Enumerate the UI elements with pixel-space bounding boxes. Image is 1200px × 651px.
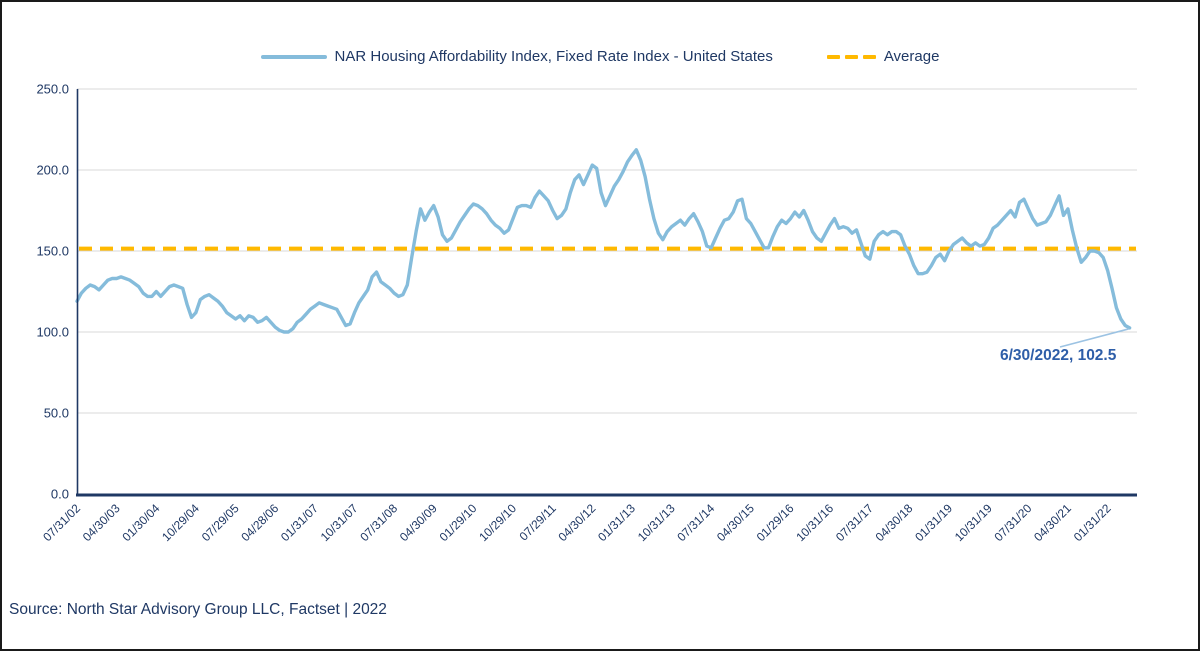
x-axis-tick-label: 04/30/21 [1031,501,1074,544]
series-line [75,148,1132,334]
x-axis-tick-label: 07/29/05 [199,501,242,544]
x-axis-tick-label: 07/31/02 [40,501,83,544]
y-axis-tick-label: 50.0 [44,406,69,421]
x-axis-tick-label: 01/29/10 [437,501,480,544]
x-axis-tick-label: 10/31/16 [793,501,836,544]
x-axis-tick-label: 04/30/15 [714,501,757,544]
x-axis-tick-label: 07/31/17 [833,501,876,544]
x-axis-tick-label: 01/29/16 [754,501,797,544]
legend-item-average: Average [826,48,940,65]
average-dash-sample [826,54,876,59]
x-axis-tick-label: 10/31/19 [952,501,995,544]
x-axis-tick-label: 01/31/07 [278,501,321,544]
x-axis-tick-label: 07/31/08 [357,501,400,544]
x-axis-tick-label: 07/31/14 [674,501,717,544]
y-axis-tick-label: 100.0 [36,325,69,340]
source-note: Source: North Star Advisory Group LLC, F… [9,601,387,618]
legend-series-label: NAR Housing Affordability Index, Fixed R… [334,48,773,65]
annotation-leader-line [1059,328,1129,348]
x-axis-tick-label: 01/30/04 [119,501,162,544]
legend-average-label: Average [883,48,940,65]
y-axis-tick-label: 150.0 [36,244,69,259]
x-axis-tick-label: 10/29/10 [476,501,519,544]
y-axis-tick-label: 200.0 [36,163,69,178]
x-axis-tick-label: 01/31/13 [595,501,638,544]
last-point-annotation: 6/30/2022, 102.5 [1000,347,1117,364]
x-axis-tick-label: 04/30/12 [555,501,598,544]
x-axis-tick-label: 01/31/19 [912,501,955,544]
x-axis-tick-label: 10/29/04 [159,501,202,544]
x-axis-tick-label: 01/31/22 [1071,501,1114,544]
chart-legend: NAR Housing Affordability Index, Fixed R… [2,48,1198,65]
x-axis-tick-label: 04/30/09 [397,501,440,544]
x-axis-tick-label: 07/31/20 [991,501,1034,544]
x-axis-tick-label: 07/29/11 [517,501,560,544]
x-axis-tick-label: 04/30/03 [80,501,123,544]
x-axis-tick-label: 10/31/13 [635,501,678,544]
x-axis-tick-label: 10/31/07 [318,501,361,544]
legend-item-series: NAR Housing Affordability Index, Fixed R… [260,48,773,65]
x-axis-tick-label: 04/28/06 [238,501,281,544]
y-axis-tick-label: 250.0 [36,82,69,97]
x-axis-tick-label: 04/30/18 [873,501,916,544]
series-line-sample [260,54,327,59]
y-axis-tick-label: 0.0 [51,487,69,502]
